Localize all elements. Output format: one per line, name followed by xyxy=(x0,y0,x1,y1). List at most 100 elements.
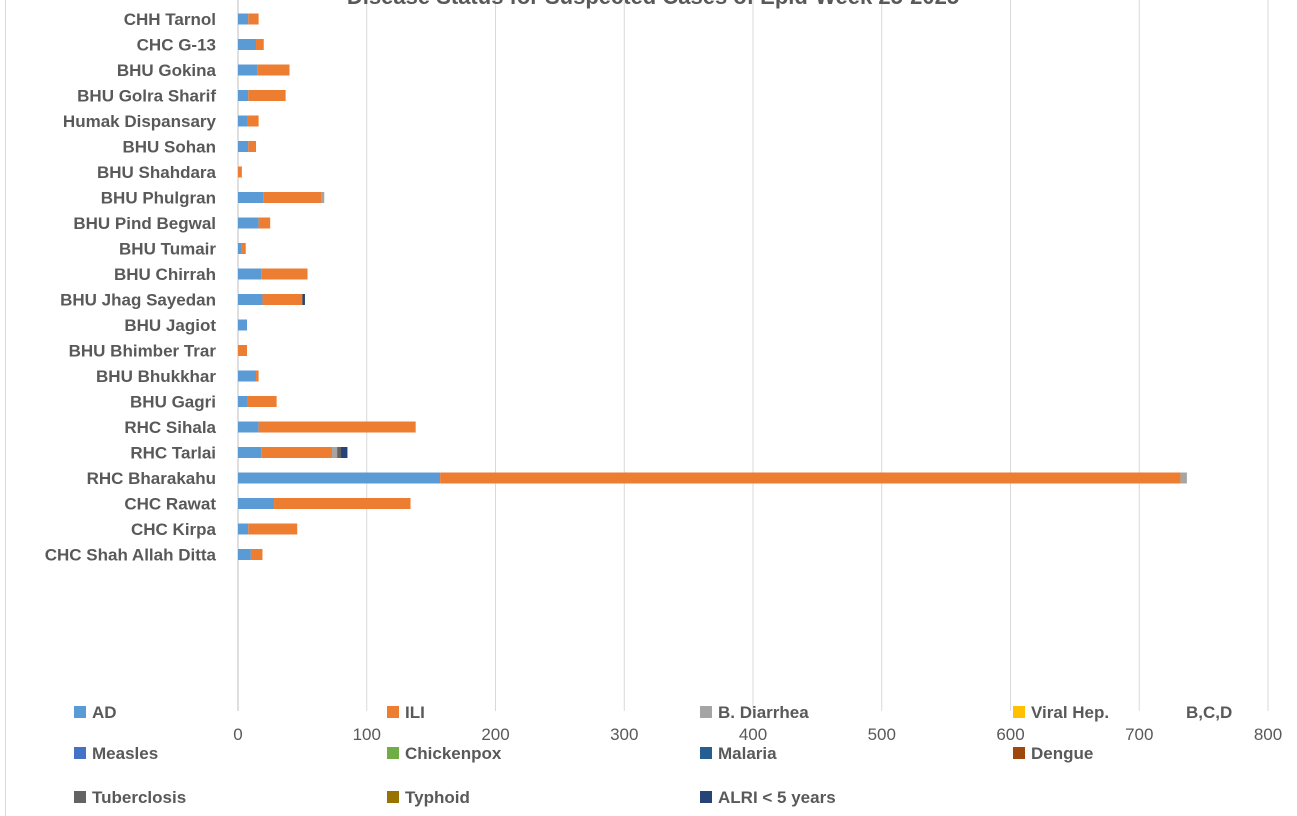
x-tick-label: 700 xyxy=(1125,725,1153,744)
bar-segment xyxy=(238,268,262,280)
bar-segment xyxy=(321,192,325,203)
category-label: BHU Gokina xyxy=(117,61,217,80)
category-label: BHU Jagiot xyxy=(124,316,216,335)
bar-segment xyxy=(247,115,259,127)
legend-label: Malaria xyxy=(718,744,777,763)
category-label: BHU Sohan xyxy=(123,138,217,157)
bar-segment xyxy=(262,294,303,305)
bar-segment xyxy=(238,447,262,458)
legend-swatch xyxy=(387,791,399,803)
legend-swatch xyxy=(74,706,86,718)
x-tick-label: 200 xyxy=(481,725,509,744)
category-label: Humak Dispansary xyxy=(63,112,217,131)
bar-segment xyxy=(261,447,332,458)
legend-label: B,C,D xyxy=(1186,703,1232,722)
bar-segment xyxy=(238,319,248,331)
bar-segment xyxy=(241,243,246,254)
figure-left-border xyxy=(5,0,6,816)
x-tick-label: 600 xyxy=(996,725,1024,744)
bar-segment xyxy=(248,13,259,25)
category-label: BHU Bhimber Trar xyxy=(69,342,217,361)
legend-swatch xyxy=(387,706,399,718)
legend-label: ALRI < 5 years xyxy=(718,788,836,807)
bar-segment xyxy=(238,39,257,50)
x-tick-label: 0 xyxy=(233,725,242,744)
bar-segment xyxy=(238,115,248,127)
x-tick-label: 800 xyxy=(1254,725,1282,744)
bar-segment xyxy=(238,523,249,535)
bar-segment xyxy=(238,166,242,178)
bar-segment xyxy=(238,243,242,254)
bar-segment xyxy=(440,472,1181,484)
legend-swatch xyxy=(1013,706,1025,718)
category-label: RHC Sihala xyxy=(124,418,216,437)
bar-segment xyxy=(238,345,248,356)
bar-segment xyxy=(331,447,338,458)
bar-segment xyxy=(238,472,441,484)
x-tick-label: 100 xyxy=(353,725,381,744)
legend-swatch xyxy=(700,706,712,718)
bar-segment xyxy=(238,498,275,509)
category-label: RHC Tarlai xyxy=(130,444,216,463)
legend-swatch xyxy=(74,747,86,759)
bars xyxy=(238,13,1187,560)
x-tick-label: 500 xyxy=(868,725,896,744)
bar-segment xyxy=(238,370,257,382)
category-labels: CHH Tarnol CHC G-13 BHU Gokina BHU Golra Sh… xyxy=(45,10,217,565)
category-label: BHU Tumair xyxy=(119,240,216,259)
bar-segment xyxy=(337,447,341,458)
bar-segment xyxy=(238,294,263,305)
gridlines xyxy=(237,0,1269,711)
bar-segment xyxy=(238,549,251,560)
category-label: BHU Pind Begwal xyxy=(73,214,216,233)
category-label: BHU Gagri xyxy=(130,393,216,412)
legend-label: Dengue xyxy=(1031,744,1093,763)
bar-segment xyxy=(238,64,258,76)
category-label: CHC Kirpa xyxy=(131,520,217,539)
legend-label: Measles xyxy=(92,744,158,763)
bar-segment xyxy=(238,421,259,433)
bar-segment xyxy=(1180,472,1187,484)
legend-label: Typhoid xyxy=(405,788,470,807)
category-label: BHU Chirrah xyxy=(114,265,216,284)
category-label: CHC Rawat xyxy=(124,495,216,514)
legend-label: B. Diarrhea xyxy=(718,703,809,722)
legend: AD ILI B. Diarrhea Viral Hep. B,C,D Measles Ch… xyxy=(74,703,1232,807)
category-label: CHC G-13 xyxy=(137,36,216,55)
bar-segment xyxy=(238,141,249,152)
category-label: CHH Tarnol xyxy=(124,10,216,29)
bar-segment xyxy=(248,523,298,535)
category-label: BHU Shahdara xyxy=(97,163,217,182)
legend-label: Chickenpox xyxy=(405,744,502,763)
x-tick-label: 400 xyxy=(739,725,767,744)
bar-segment xyxy=(274,498,411,509)
legend-swatch xyxy=(1013,747,1025,759)
x-tick-label: 300 xyxy=(610,725,638,744)
chart-title: Disease Status for Suspected Cases of Ep… xyxy=(347,0,959,9)
bar-segment xyxy=(263,192,322,203)
legend-label: ILI xyxy=(405,703,425,722)
bar-segment xyxy=(238,90,249,101)
legend-swatch xyxy=(387,747,399,759)
bar-segment xyxy=(258,421,416,433)
category-label: RHC Bharakahu xyxy=(87,469,216,488)
category-label: BHU Phulgran xyxy=(101,189,216,208)
legend-label: AD xyxy=(92,703,117,722)
bar-segment xyxy=(302,294,305,305)
bar-segment xyxy=(341,447,348,458)
bar-segment xyxy=(248,90,286,101)
bar-segment xyxy=(257,64,290,76)
category-label: CHC Shah Allah Ditta xyxy=(45,546,217,565)
bar-segment xyxy=(258,217,271,229)
legend-swatch xyxy=(700,791,712,803)
bar-segment xyxy=(248,141,257,152)
bar-segment xyxy=(238,13,249,25)
bar-segment xyxy=(247,396,277,407)
category-label: BHU Jhag Sayedan xyxy=(60,291,216,310)
bar-segment xyxy=(261,268,308,280)
bar-segment xyxy=(238,217,259,229)
category-label: BHU Bhukkhar xyxy=(96,367,216,386)
legend-label: Tuberclosis xyxy=(92,788,186,807)
